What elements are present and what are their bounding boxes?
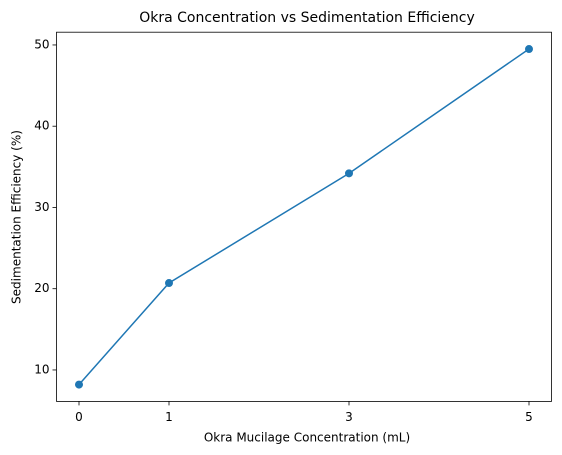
y-axis-label: Sedimentation Efficiency (%) [10, 130, 24, 304]
point [525, 45, 533, 54]
line [78, 48, 530, 386]
y-tick-label: 40 [34, 119, 49, 133]
y-tick-label: 50 [34, 37, 49, 51]
y-tick-label: 20 [34, 281, 49, 295]
x-tick-label: 0 [75, 410, 83, 424]
x-axis-label: Okra Mucilage Concentration (mL) [204, 431, 410, 445]
y-tick-label: 10 [34, 362, 49, 376]
x-tick-label: 1 [165, 410, 173, 424]
point [165, 279, 173, 288]
point [75, 380, 83, 389]
y-tick-label: 30 [34, 200, 49, 214]
chart-title: Okra Concentration vs Sedimentation Effi… [139, 10, 475, 26]
x-tick-label: 3 [345, 410, 353, 424]
point [345, 169, 353, 178]
x-tick-label: 5 [525, 410, 533, 424]
plot-frame [56, 31, 552, 402]
